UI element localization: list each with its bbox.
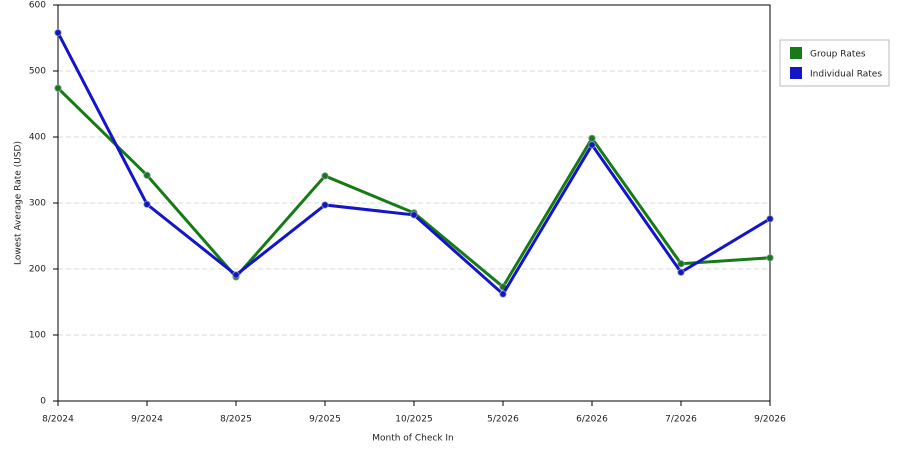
data-point xyxy=(321,201,329,209)
y-tick-label: 500 xyxy=(29,67,46,77)
data-point xyxy=(232,271,240,279)
data-point xyxy=(766,215,774,223)
legend-label: Individual Rates xyxy=(810,70,882,80)
x-axis-title: Month of Check In xyxy=(372,434,454,444)
legend-swatch xyxy=(790,47,802,59)
data-point xyxy=(54,84,62,92)
data-point xyxy=(321,172,329,180)
x-tick-label: 9/2025 xyxy=(309,415,341,425)
data-point xyxy=(677,260,685,268)
x-tick-label: 7/2026 xyxy=(665,415,697,425)
x-tick-label: 9/2026 xyxy=(754,415,786,425)
x-tick-label: 8/2025 xyxy=(220,415,252,425)
data-point xyxy=(54,29,62,37)
data-point xyxy=(410,211,418,219)
x-tick-label: 5/2026 xyxy=(487,415,519,425)
data-point xyxy=(499,290,507,298)
y-axis-title: Lowest Average Rate (USD) xyxy=(14,141,24,265)
x-tick-label: 8/2024 xyxy=(42,415,74,425)
y-tick-label: 400 xyxy=(29,133,46,143)
x-tick-label: 6/2026 xyxy=(576,415,608,425)
legend-label: Group Rates xyxy=(810,50,866,60)
y-tick-label: 100 xyxy=(29,331,46,341)
data-point xyxy=(677,268,685,276)
y-tick-label: 0 xyxy=(40,397,46,407)
x-tick-label: 9/2024 xyxy=(131,415,163,425)
legend-swatch xyxy=(790,67,802,79)
data-point xyxy=(588,141,596,149)
data-point xyxy=(143,200,151,208)
data-point xyxy=(588,134,596,142)
data-point xyxy=(143,171,151,179)
data-point xyxy=(766,254,774,262)
x-tick-label: 10/2025 xyxy=(395,415,432,425)
y-tick-label: 200 xyxy=(29,265,46,275)
y-tick-label: 300 xyxy=(29,199,46,209)
series-line xyxy=(56,87,771,290)
y-tick-label: 600 xyxy=(29,1,46,11)
series-line xyxy=(56,32,771,297)
